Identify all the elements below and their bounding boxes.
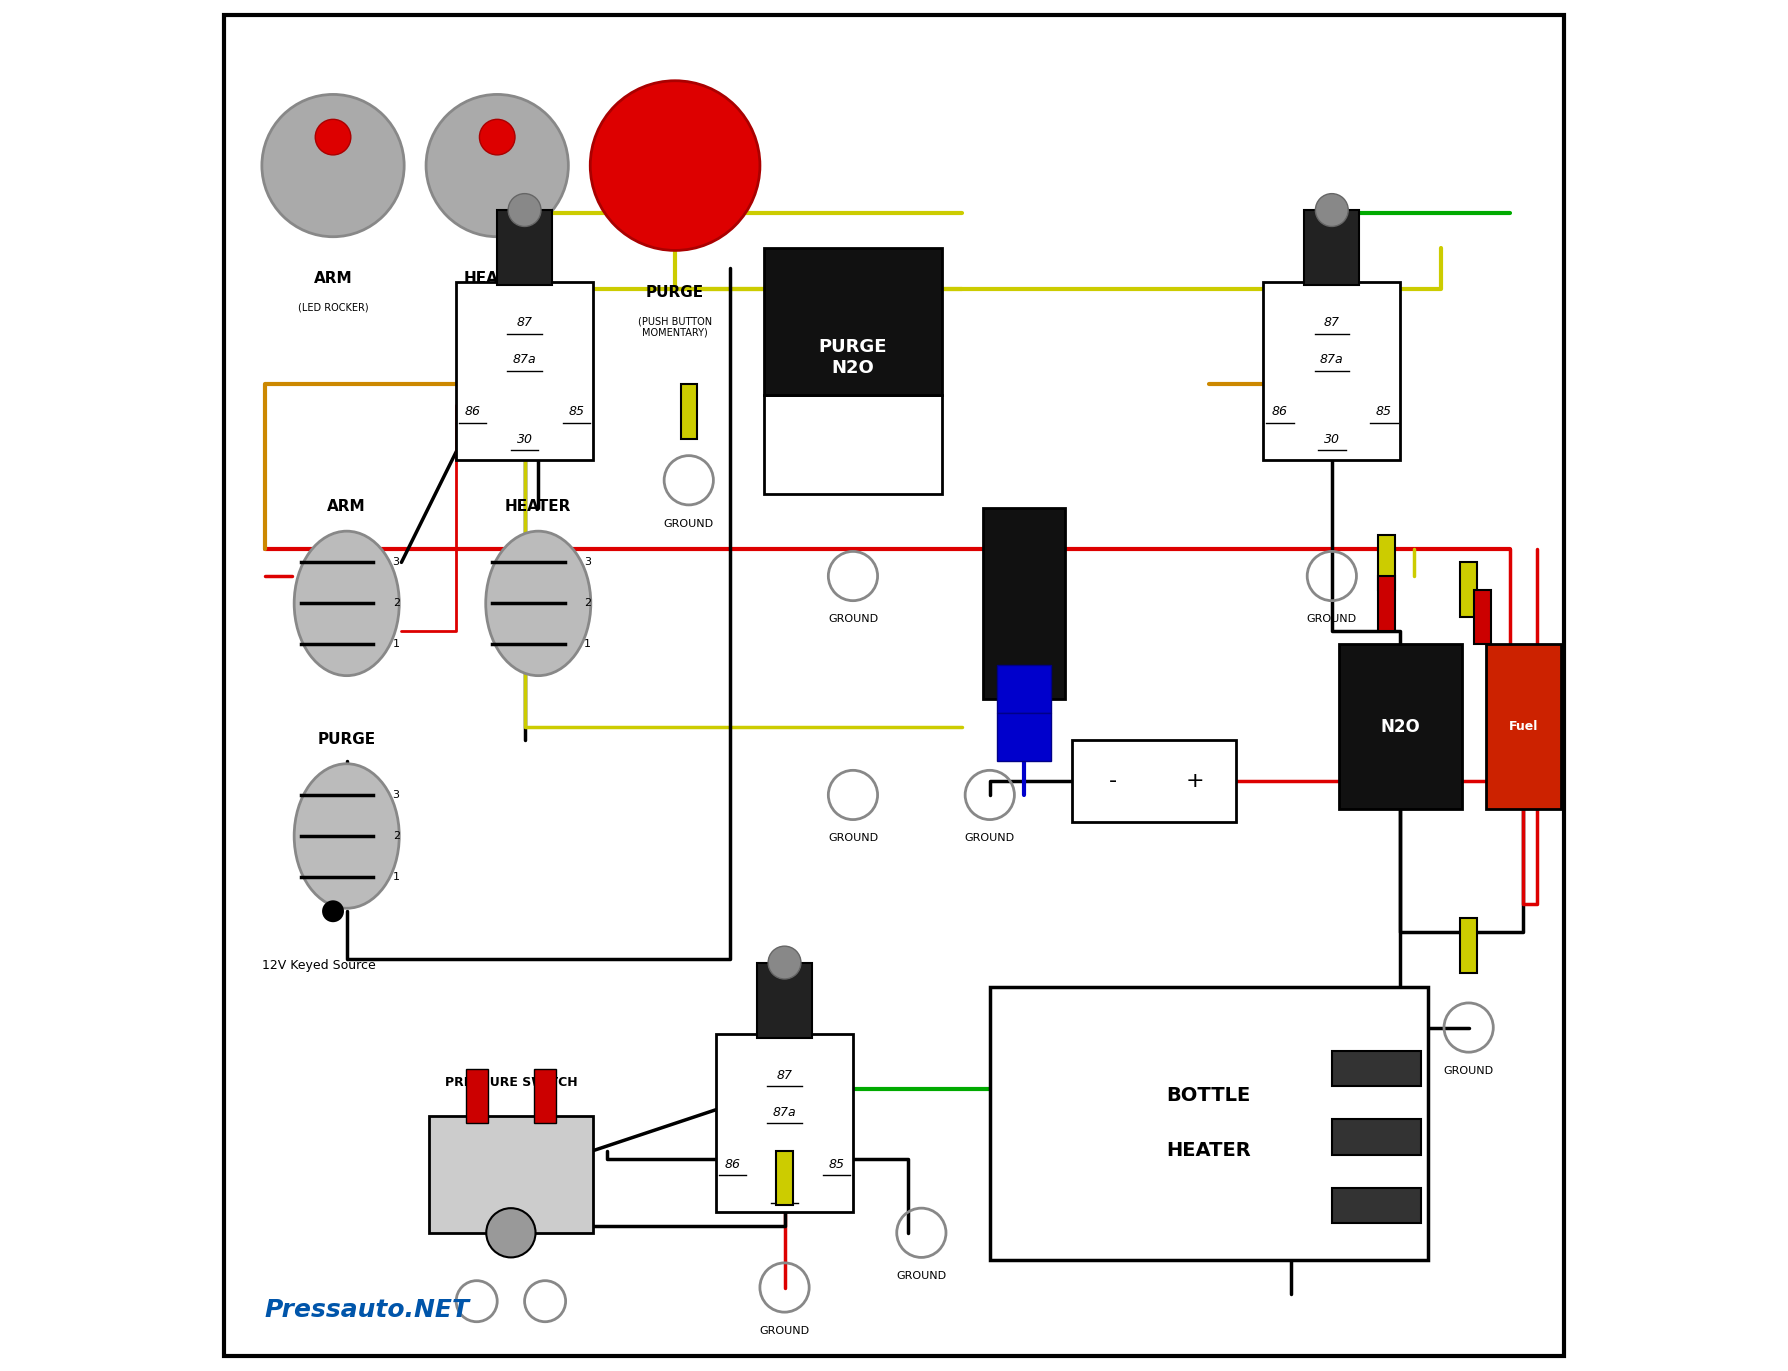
Text: +: +	[1185, 772, 1205, 791]
FancyBboxPatch shape	[224, 15, 1564, 1356]
Text: HEATER: HEATER	[1166, 1141, 1252, 1160]
Bar	[429, 1116, 594, 1233]
Text: (LED ROCKER): (LED ROCKER)	[299, 303, 368, 313]
Text: PURGE
N2O: PURGE N2O	[819, 337, 887, 377]
Text: ARM: ARM	[313, 271, 352, 287]
Circle shape	[261, 95, 404, 237]
Circle shape	[426, 95, 569, 237]
Text: GROUND: GROUND	[1443, 1065, 1493, 1076]
Bar	[535, 1068, 556, 1123]
Text: PRESSURE SWITCH: PRESSURE SWITCH	[445, 1076, 578, 1089]
Text: 3: 3	[393, 790, 401, 799]
Text: GROUND: GROUND	[663, 518, 713, 529]
Text: 86: 86	[1271, 406, 1287, 418]
Circle shape	[769, 946, 801, 979]
Text: GROUND: GROUND	[1307, 614, 1357, 624]
Text: HEATER: HEATER	[465, 271, 531, 287]
Text: 87a: 87a	[1320, 354, 1343, 366]
Bar	[996, 665, 1051, 713]
Circle shape	[479, 119, 515, 155]
Text: ARM: ARM	[327, 499, 367, 514]
Text: GROUND: GROUND	[896, 1271, 946, 1281]
Bar	[1461, 919, 1477, 973]
Bar	[996, 713, 1051, 761]
Bar	[1332, 1187, 1421, 1223]
Bar	[1339, 644, 1463, 809]
Text: 86: 86	[465, 406, 481, 418]
Circle shape	[322, 901, 343, 923]
Text: -: -	[1109, 772, 1118, 791]
Text: 2: 2	[585, 598, 592, 609]
Bar	[456, 282, 594, 459]
Text: BOTTLE: BOTTLE	[1166, 1086, 1252, 1105]
Bar	[983, 507, 1066, 699]
Bar	[1071, 740, 1236, 823]
Text: 85: 85	[569, 406, 585, 418]
Bar	[1332, 1050, 1421, 1086]
Text: GROUND: GROUND	[998, 717, 1048, 727]
Bar	[1379, 535, 1395, 590]
Circle shape	[508, 193, 542, 226]
Text: 85: 85	[1375, 406, 1391, 418]
Text: 87: 87	[776, 1069, 792, 1082]
Text: 85: 85	[828, 1158, 844, 1171]
Text: GROUND: GROUND	[828, 834, 878, 843]
Text: 1: 1	[393, 639, 401, 650]
Bar	[991, 987, 1427, 1260]
Text: 2: 2	[393, 598, 401, 609]
Text: 87a: 87a	[513, 354, 536, 366]
Text: 86: 86	[724, 1158, 740, 1171]
Text: Pressauto.NET: Pressauto.NET	[265, 1298, 470, 1322]
Text: PURGE: PURGE	[318, 732, 375, 747]
Text: 2: 2	[393, 831, 401, 840]
Text: 3: 3	[393, 558, 401, 568]
Bar	[465, 1068, 488, 1123]
Bar	[1305, 210, 1359, 285]
Bar	[1486, 644, 1561, 809]
Bar	[763, 395, 942, 494]
Text: 1: 1	[585, 639, 592, 650]
Bar	[1379, 576, 1395, 631]
Text: GROUND: GROUND	[966, 834, 1016, 843]
Text: 87: 87	[517, 317, 533, 329]
Text: GROUND: GROUND	[760, 1326, 810, 1335]
Text: 30: 30	[1323, 433, 1339, 446]
Bar	[763, 248, 942, 395]
Circle shape	[315, 119, 350, 155]
Text: 30: 30	[517, 433, 533, 446]
Text: 1: 1	[393, 872, 401, 882]
Circle shape	[486, 1208, 536, 1257]
Circle shape	[1316, 193, 1348, 226]
Text: N2O: N2O	[1380, 717, 1420, 736]
Bar	[717, 1034, 853, 1212]
Bar	[1461, 562, 1477, 617]
Text: Fuel: Fuel	[1509, 720, 1538, 733]
Ellipse shape	[295, 764, 399, 908]
Text: GROUND: GROUND	[828, 614, 878, 624]
Text: HEATER: HEATER	[504, 499, 572, 514]
Bar	[497, 210, 552, 285]
Text: (PUSH BUTTON
MOMENTARY): (PUSH BUTTON MOMENTARY)	[638, 317, 712, 337]
Bar	[1473, 590, 1491, 644]
Circle shape	[590, 81, 760, 251]
Text: (LED ROCKER): (LED ROCKER)	[461, 303, 533, 313]
Text: 3: 3	[585, 558, 592, 568]
Text: 87: 87	[1323, 317, 1339, 329]
Bar	[1332, 1119, 1421, 1154]
Text: 30: 30	[776, 1186, 792, 1198]
Text: PURGE: PURGE	[645, 285, 704, 300]
Bar	[1264, 282, 1400, 459]
Bar	[681, 384, 697, 439]
Bar	[776, 1150, 792, 1205]
Text: 12V Keyed Source: 12V Keyed Source	[263, 960, 375, 972]
Bar	[756, 962, 812, 1038]
Ellipse shape	[486, 531, 590, 676]
Ellipse shape	[295, 531, 399, 676]
Text: 87a: 87a	[772, 1106, 796, 1119]
